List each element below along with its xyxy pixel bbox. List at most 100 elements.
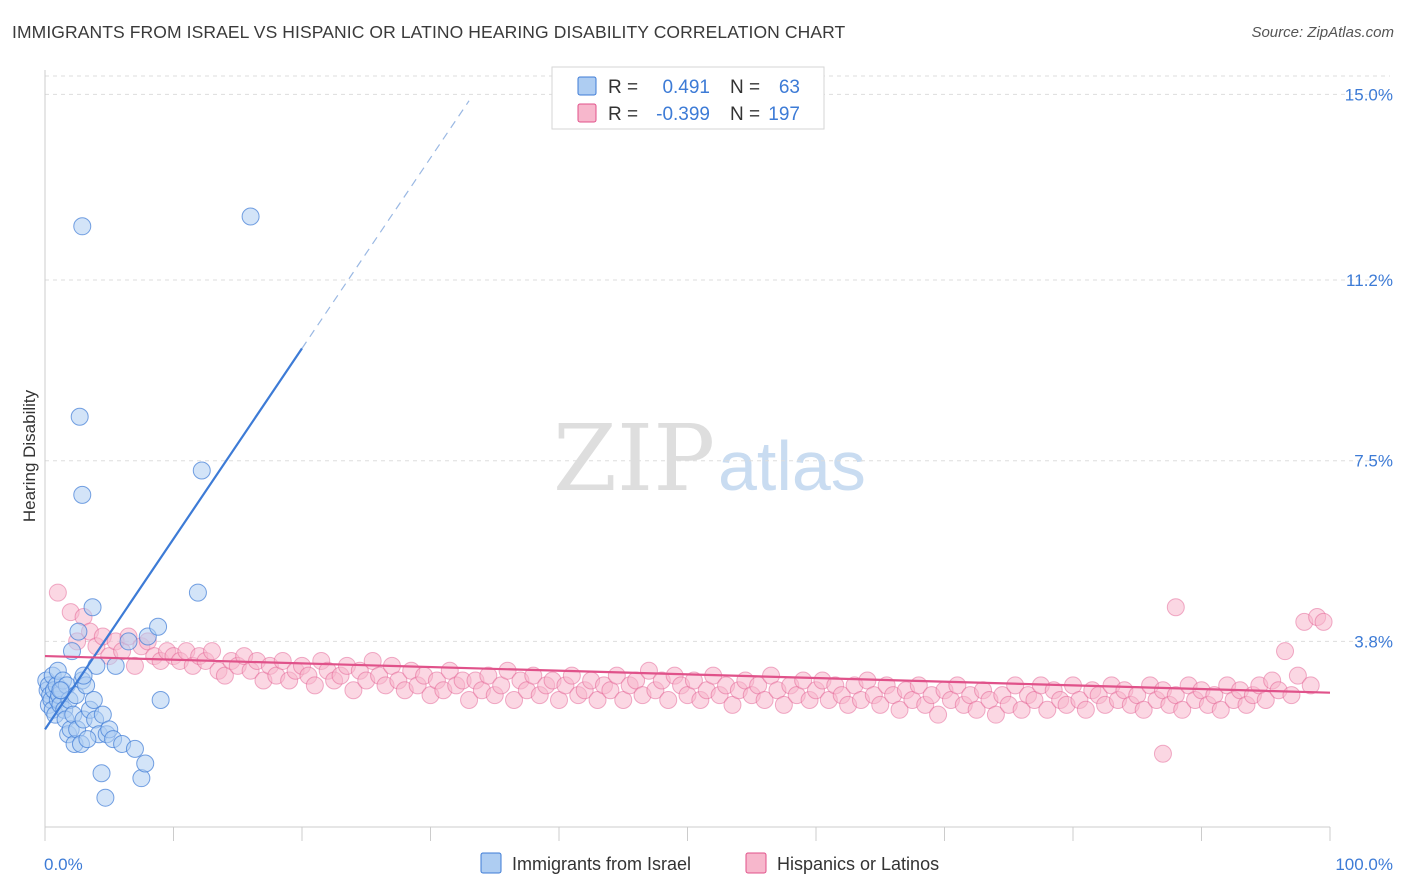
stats-hispanic-r-label: R = (608, 104, 638, 125)
hispanic-point (1166, 686, 1185, 705)
hispanic-point (550, 691, 568, 710)
y-axis-title: Hearing Disability (20, 389, 39, 522)
israel-point (106, 656, 125, 675)
israel-point (73, 217, 92, 236)
israel-point (62, 642, 81, 661)
hispanic-point (492, 676, 511, 695)
watermark-zip: ZIP (553, 405, 715, 512)
hispanic-point (1012, 700, 1031, 719)
israel-point (51, 681, 70, 700)
israel-point (136, 754, 155, 773)
hispanic-point (524, 666, 543, 685)
hispanic-point (273, 651, 292, 670)
stats-israel-swatch (577, 76, 597, 96)
hispanic-point (755, 691, 774, 710)
hispanic-point (203, 642, 222, 661)
hispanic-point (1282, 686, 1301, 705)
stats-hispanic-swatch (577, 103, 597, 123)
israel-trend-extension (301, 100, 470, 349)
hispanic-point (723, 695, 742, 714)
israel-point (241, 207, 260, 226)
hispanic-point (1205, 686, 1224, 705)
hispanic-point (479, 666, 498, 685)
stats-israel-r-value: 0.491 (662, 77, 710, 98)
hispanic-point (929, 705, 948, 724)
y-tick-labels: 3.8% 7.5% 11.2% 15.0% (1345, 85, 1393, 651)
israel-point (192, 461, 211, 480)
y-tick-label: 7.5% (1354, 452, 1393, 471)
stats-israel-r-label: R = (608, 77, 638, 98)
y-tick-label: 3.8% (1354, 632, 1393, 651)
hispanic-point (1314, 612, 1333, 631)
hispanic-point (1211, 700, 1230, 719)
hispanic-point (601, 681, 620, 700)
hispanic-point (1038, 700, 1057, 719)
chart-title: IMMIGRANTS FROM ISRAEL VS HISPANIC OR LA… (12, 22, 846, 42)
israel-point (125, 739, 144, 758)
watermark: ZIP atlas (553, 405, 866, 512)
israel-point (69, 622, 88, 641)
hispanic-point (48, 583, 67, 602)
hispanic-point (588, 691, 607, 710)
hispanic-point (1006, 676, 1025, 695)
israel-point (83, 598, 102, 617)
hispanic-point (1076, 700, 1095, 719)
hispanic-point (1276, 642, 1295, 661)
watermark-atlas: atlas (718, 427, 866, 505)
israel-point (151, 691, 170, 710)
stats-hispanic-n-value: 197 (768, 104, 800, 125)
stats-legend: R = 0.491 N = 63 R = -0.399 N = 197 (551, 66, 825, 130)
legend-hispanic-label: Hispanics or Latinos (777, 854, 939, 874)
hispanic-point (794, 671, 813, 690)
x-tick-label-max: 100.0% (1335, 855, 1393, 874)
trend-lines (44, 100, 1331, 730)
bottom-legend: Immigrants from Israel Hispanics or Lati… (480, 852, 939, 874)
hispanic-point (498, 661, 517, 680)
hispanic-point (1025, 691, 1044, 710)
y-tick-label: 11.2% (1346, 271, 1393, 290)
hispanic-points (48, 583, 1333, 763)
israel-point (73, 485, 92, 504)
hispanic-point (562, 666, 581, 685)
stats-israel-n-label: N = (730, 77, 760, 98)
israel-point (92, 764, 111, 783)
stats-hispanic-r-value: -0.399 (656, 104, 710, 125)
hispanic-point (659, 691, 678, 710)
israel-point (84, 691, 103, 710)
israel-point (70, 407, 89, 426)
hispanic-point (1173, 700, 1192, 719)
israel-points (37, 207, 260, 807)
y-tick-label: 15.0% (1345, 85, 1393, 104)
legend-hispanic-swatch (745, 852, 767, 874)
hispanic-point (890, 700, 909, 719)
legend-israel-swatch (480, 852, 502, 874)
israel-point (78, 730, 97, 749)
stats-hispanic-n-label: N = (730, 104, 760, 125)
legend-israel-label: Immigrants from Israel (512, 854, 691, 874)
hispanic-point (460, 691, 479, 710)
hispanic-point (1153, 744, 1172, 763)
israel-point (119, 632, 138, 651)
israel-trend-line (44, 347, 303, 730)
gridlines (45, 75, 1390, 642)
hispanic-point (639, 661, 658, 680)
x-tick-labels: 0.0% 100.0% (44, 855, 1393, 874)
hispanic-point (684, 671, 703, 690)
hispanic-point (1301, 676, 1320, 695)
hispanic-point (215, 666, 234, 685)
israel-point (96, 788, 115, 807)
hispanic-point (1166, 598, 1185, 617)
source-credit: Source: ZipAtlas.com (1251, 24, 1394, 41)
israel-point (149, 617, 168, 636)
hispanic-point (125, 656, 144, 675)
hispanic-point (967, 700, 986, 719)
hispanic-point (871, 695, 890, 714)
stats-legend-frame (551, 66, 825, 130)
stats-israel-n-value: 63 (779, 77, 800, 98)
hispanic-point (1288, 666, 1307, 685)
hispanic-point (305, 676, 324, 695)
hispanic-point (344, 681, 363, 700)
hispanic-point (614, 691, 633, 710)
